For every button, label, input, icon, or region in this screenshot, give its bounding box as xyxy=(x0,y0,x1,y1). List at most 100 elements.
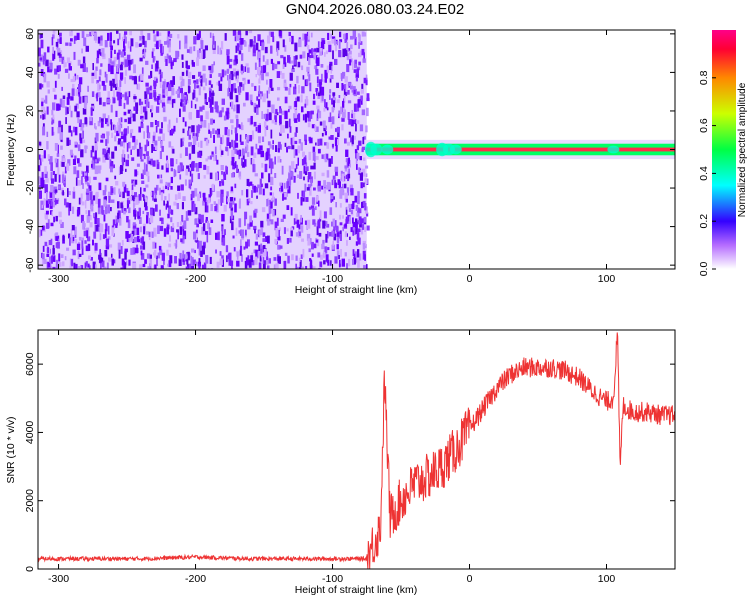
noise-cell xyxy=(173,168,176,178)
noise-cell xyxy=(113,40,116,44)
noise-cell xyxy=(298,231,301,237)
noise-cell xyxy=(94,141,98,151)
noise-cell xyxy=(99,69,102,76)
noise-cell xyxy=(317,219,321,229)
noise-cell xyxy=(347,214,351,222)
noise-cell xyxy=(293,149,296,158)
noise-cell xyxy=(50,210,53,215)
noise-cell xyxy=(170,61,173,70)
noise-cell xyxy=(352,217,354,224)
y-tick-label: -40 xyxy=(24,219,36,234)
noise-cell xyxy=(112,219,116,226)
noise-cell xyxy=(307,184,312,189)
noise-cell xyxy=(329,89,332,94)
noise-cell xyxy=(295,255,298,261)
noise-cell xyxy=(100,118,104,122)
noise-cell xyxy=(350,137,353,143)
noise-cell xyxy=(246,151,250,157)
noise-cell xyxy=(92,261,96,269)
noise-cell xyxy=(216,128,220,136)
noise-cell xyxy=(82,183,84,189)
noise-cell xyxy=(286,181,289,189)
noise-cell xyxy=(215,249,217,254)
noise-cell xyxy=(191,201,193,209)
noise-cell xyxy=(269,144,272,149)
noise-cell xyxy=(209,188,212,197)
noise-cell xyxy=(87,263,90,268)
noise-cell xyxy=(84,177,88,182)
noise-cell xyxy=(251,190,253,198)
noise-cell xyxy=(355,228,358,235)
noise-cell xyxy=(356,152,360,160)
noise-cell xyxy=(81,170,83,175)
noise-cell xyxy=(184,43,188,49)
noise-cell xyxy=(141,155,145,160)
noise-cell xyxy=(102,234,106,239)
noise-cell xyxy=(287,55,291,63)
noise-cell xyxy=(299,54,303,59)
noise-cell xyxy=(46,254,50,257)
x-tick-label: -100 xyxy=(322,273,343,285)
noise-cell xyxy=(358,42,360,49)
noise-cell xyxy=(296,219,300,228)
noise-cell xyxy=(54,68,58,75)
noise-cell xyxy=(294,213,298,222)
noise-cell xyxy=(118,166,121,175)
noise-cell xyxy=(358,34,361,44)
noise-cell xyxy=(216,261,220,268)
noise-cell xyxy=(77,158,80,164)
noise-cell xyxy=(56,242,60,249)
noise-cell xyxy=(151,64,153,69)
noise-cell xyxy=(235,45,238,53)
noise-cell xyxy=(359,41,363,45)
noise-cell xyxy=(241,157,244,166)
noise-cell xyxy=(349,184,353,191)
noise-cell xyxy=(296,174,300,178)
noise-cell xyxy=(260,40,262,46)
noise-cell xyxy=(82,221,85,230)
noise-cell xyxy=(172,223,175,228)
noise-cell xyxy=(286,205,290,210)
noise-cell xyxy=(123,268,127,269)
spectrogram-heatmap xyxy=(38,30,675,269)
noise-cell xyxy=(335,170,338,176)
noise-cell xyxy=(308,74,311,82)
noise-cell xyxy=(168,260,172,268)
noise-cell xyxy=(275,263,279,269)
noise-cell xyxy=(350,44,353,50)
noise-cell xyxy=(49,69,53,73)
noise-cell xyxy=(326,259,330,263)
noise-cell xyxy=(140,105,143,114)
noise-cell xyxy=(180,81,183,88)
noise-cell xyxy=(118,188,121,194)
y-tick-label: 2000 xyxy=(24,489,36,513)
noise-cell xyxy=(294,42,298,52)
noise-cell xyxy=(117,242,121,251)
noise-cell xyxy=(199,77,202,82)
band-blob xyxy=(370,143,383,156)
noise-cell xyxy=(142,36,145,45)
noise-cell xyxy=(345,207,348,215)
noise-cell xyxy=(145,184,149,188)
noise-cell xyxy=(293,218,296,225)
noise-cell xyxy=(311,207,315,216)
noise-cell xyxy=(307,44,310,50)
noise-cell xyxy=(357,220,361,225)
noise-cell xyxy=(47,154,50,160)
noise-cell xyxy=(218,83,223,91)
noise-cell xyxy=(365,165,369,169)
noise-cell xyxy=(304,139,307,145)
noise-cell xyxy=(73,126,75,133)
colorbar-tick-label: 0.2 xyxy=(698,214,710,229)
noise-cell xyxy=(185,97,187,105)
noise-cell xyxy=(39,141,42,146)
noise-cell xyxy=(355,204,359,211)
noise-cell xyxy=(351,135,354,145)
noise-cell xyxy=(284,192,287,198)
noise-cell xyxy=(78,84,82,93)
noise-cell xyxy=(47,66,50,73)
noise-cell xyxy=(246,134,250,140)
noise-cell xyxy=(274,238,277,244)
noise-cell xyxy=(138,43,142,47)
noise-cell xyxy=(287,145,291,150)
